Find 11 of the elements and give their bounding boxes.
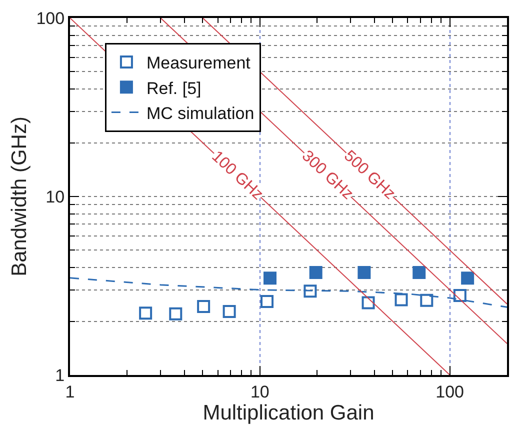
text: 100 GHz [208, 148, 266, 204]
x-axis-title: Multiplication Gain [202, 401, 374, 424]
y-axis-title: Bandwidth (GHz) [8, 116, 31, 276]
x-tick-label: 10 [250, 382, 270, 402]
x-tick-label: 100 [436, 382, 464, 402]
legend-label: MC simulation [146, 104, 254, 123]
y-tick-label: 10 [46, 187, 65, 206]
legend-label: Ref. [5] [146, 78, 202, 98]
y-tick-label: 1 [55, 366, 65, 385]
legend-label: Measurement [146, 54, 251, 73]
y-tick-label: 100 [36, 8, 65, 28]
